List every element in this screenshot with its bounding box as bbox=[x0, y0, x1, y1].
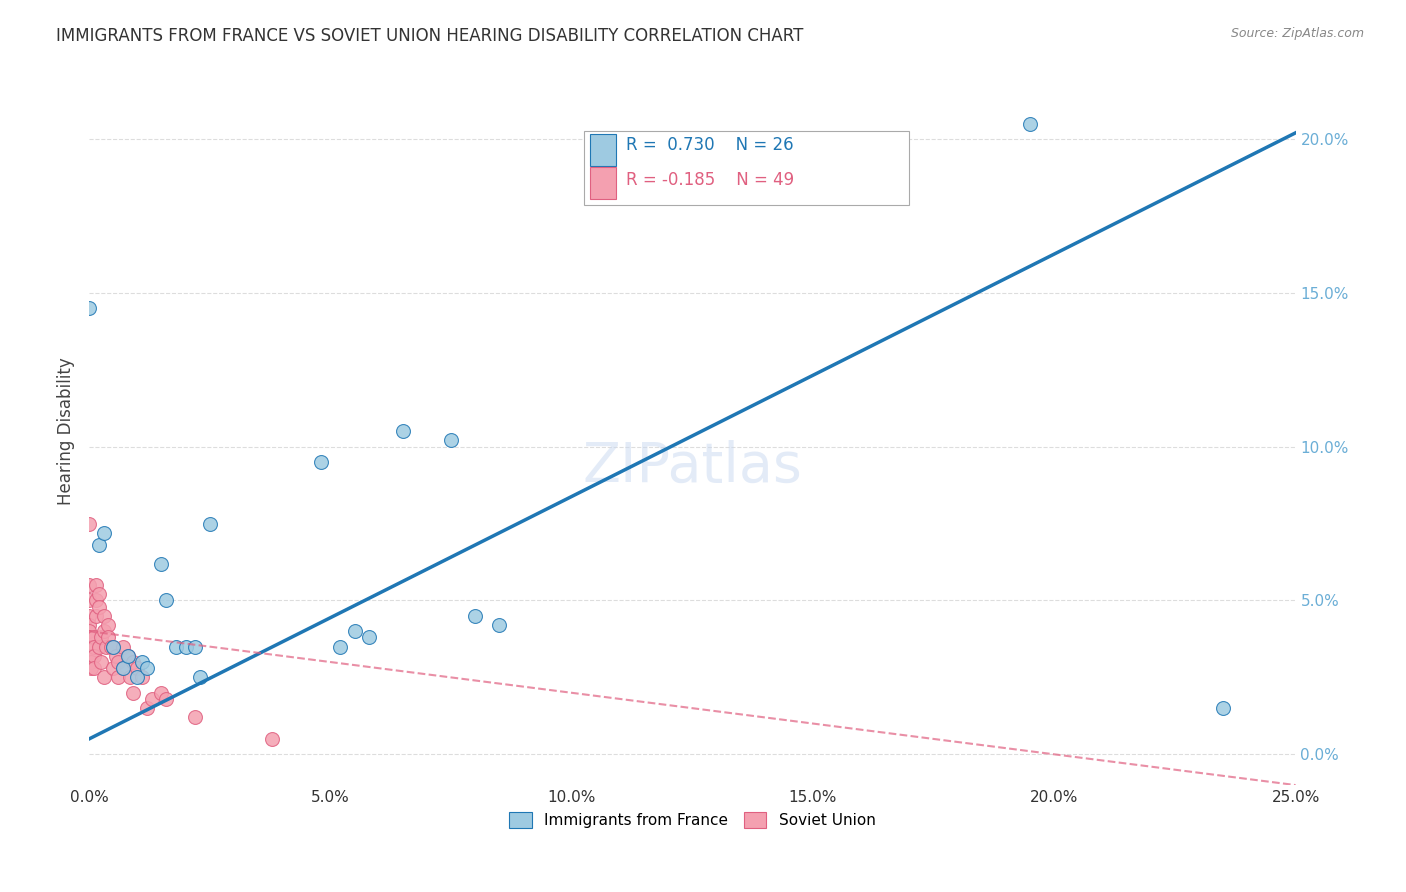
Point bbox=[90, 655, 112, 669]
Point bbox=[136, 661, 159, 675]
Point bbox=[77, 578, 100, 592]
Point bbox=[357, 631, 380, 645]
Point bbox=[93, 608, 115, 623]
Point bbox=[155, 593, 177, 607]
Point bbox=[103, 640, 125, 654]
Point bbox=[120, 670, 142, 684]
Point bbox=[77, 516, 100, 531]
Point bbox=[127, 670, 149, 684]
Point bbox=[1212, 701, 1234, 715]
Point bbox=[103, 661, 125, 675]
Bar bbox=[589, 168, 616, 199]
Y-axis label: Hearing Disability: Hearing Disability bbox=[58, 358, 75, 505]
Point bbox=[111, 661, 134, 675]
Point bbox=[94, 640, 117, 654]
Point bbox=[93, 525, 115, 540]
Point bbox=[262, 731, 284, 746]
Point bbox=[93, 670, 115, 684]
Point bbox=[84, 608, 107, 623]
Point bbox=[84, 578, 107, 592]
Point bbox=[84, 593, 107, 607]
Point bbox=[188, 670, 211, 684]
Point bbox=[80, 655, 103, 669]
Text: R = -0.185    N = 49: R = -0.185 N = 49 bbox=[626, 171, 794, 189]
Point bbox=[107, 670, 129, 684]
Point bbox=[87, 587, 110, 601]
Point bbox=[136, 701, 159, 715]
Point bbox=[488, 618, 510, 632]
Bar bbox=[583, 130, 910, 205]
Point bbox=[343, 624, 366, 639]
Point bbox=[121, 686, 143, 700]
Point bbox=[150, 686, 173, 700]
Point bbox=[150, 557, 173, 571]
Point bbox=[104, 648, 127, 663]
Point bbox=[80, 640, 103, 654]
Point bbox=[87, 640, 110, 654]
Point bbox=[107, 655, 129, 669]
Point bbox=[464, 608, 486, 623]
Point bbox=[97, 618, 120, 632]
Point bbox=[121, 655, 143, 669]
Point bbox=[77, 624, 100, 639]
Point bbox=[77, 593, 100, 607]
Point bbox=[184, 640, 207, 654]
Text: R =  0.730    N = 26: R = 0.730 N = 26 bbox=[626, 136, 793, 154]
Point bbox=[103, 640, 125, 654]
Point bbox=[93, 624, 115, 639]
Text: Source: ZipAtlas.com: Source: ZipAtlas.com bbox=[1230, 27, 1364, 40]
Point bbox=[329, 640, 352, 654]
Point bbox=[111, 661, 134, 675]
Point bbox=[165, 640, 187, 654]
Point bbox=[90, 631, 112, 645]
Point bbox=[83, 640, 105, 654]
Point bbox=[391, 424, 413, 438]
Point bbox=[440, 434, 463, 448]
Bar bbox=[589, 134, 616, 166]
Point bbox=[117, 648, 139, 663]
Point bbox=[155, 692, 177, 706]
Point bbox=[111, 640, 134, 654]
Point bbox=[198, 516, 221, 531]
Point bbox=[83, 661, 105, 675]
Point bbox=[117, 648, 139, 663]
Text: ZIPatlas: ZIPatlas bbox=[582, 440, 803, 493]
Point bbox=[77, 631, 100, 645]
Point bbox=[83, 631, 105, 645]
Point bbox=[127, 661, 149, 675]
Point bbox=[131, 670, 153, 684]
Point bbox=[141, 692, 163, 706]
Point bbox=[309, 455, 332, 469]
Point bbox=[100, 640, 122, 654]
Point bbox=[1019, 117, 1042, 131]
Point bbox=[97, 631, 120, 645]
Point bbox=[131, 655, 153, 669]
Text: IMMIGRANTS FROM FRANCE VS SOVIET UNION HEARING DISABILITY CORRELATION CHART: IMMIGRANTS FROM FRANCE VS SOVIET UNION H… bbox=[56, 27, 804, 45]
Point bbox=[77, 301, 100, 316]
Point bbox=[184, 710, 207, 724]
Legend: Immigrants from France, Soviet Union: Immigrants from France, Soviet Union bbox=[503, 805, 882, 834]
Point bbox=[77, 608, 100, 623]
Point bbox=[87, 538, 110, 552]
Point bbox=[77, 618, 100, 632]
Point bbox=[80, 648, 103, 663]
Point bbox=[80, 661, 103, 675]
Point bbox=[83, 648, 105, 663]
Point bbox=[174, 640, 197, 654]
Point bbox=[87, 599, 110, 614]
